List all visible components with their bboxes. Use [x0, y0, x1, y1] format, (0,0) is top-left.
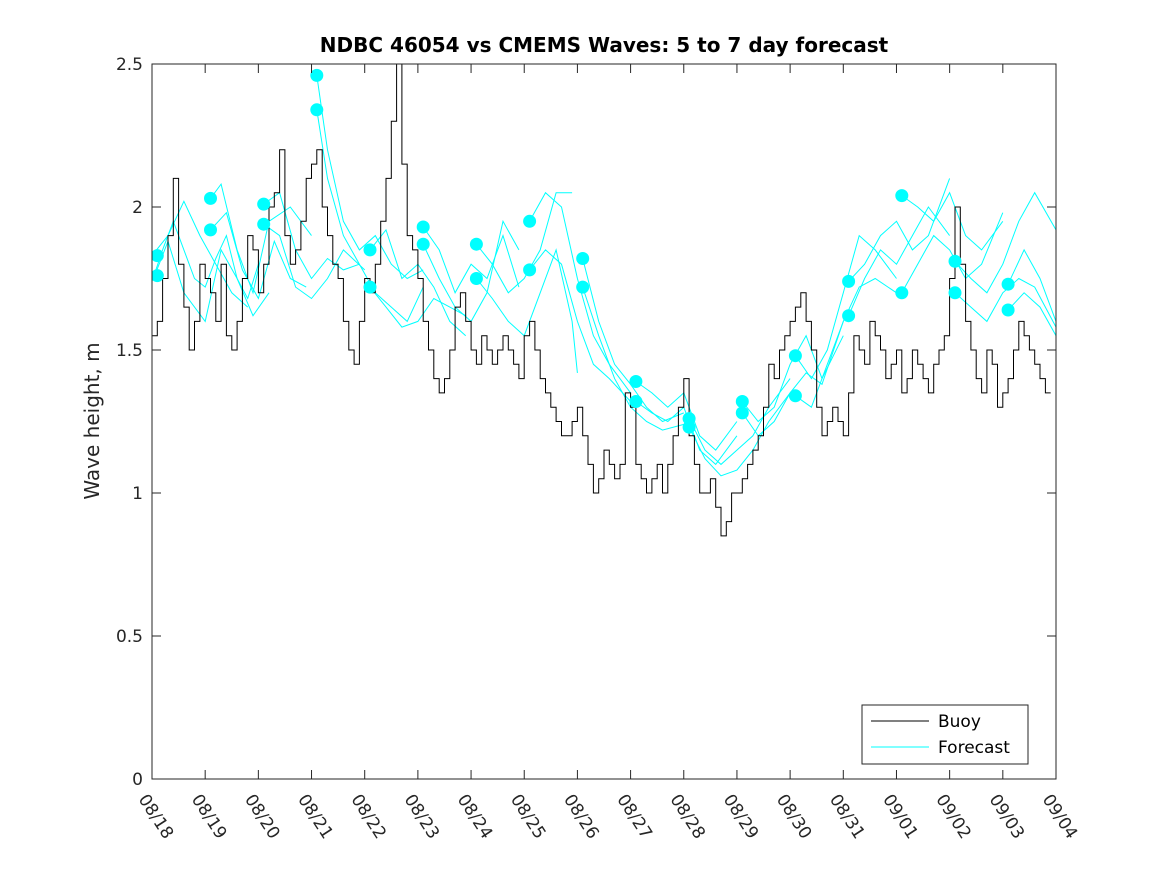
forecast-line-14: [476, 248, 578, 373]
y-tick-label-3: 1.5: [116, 341, 143, 361]
forecast-line-32: [954, 277, 1056, 328]
forecast-start-marker-7: [310, 103, 324, 117]
y-tick-label-0: 0: [132, 770, 143, 790]
forecast-line-31: [954, 191, 1056, 294]
forecast-line-22: [688, 392, 791, 477]
legend-buoy-label: Buoy: [938, 712, 981, 732]
forecast-start-marker-0: [152, 249, 164, 263]
forecast-line-11: [422, 226, 520, 294]
legend: Buoy Forecast: [861, 704, 1029, 765]
forecast-start-marker-12: [469, 237, 483, 251]
forecast-line-34: [1007, 292, 1056, 336]
plot-data-area: [152, 64, 1056, 537]
forecast-start-marker-28: [895, 189, 909, 203]
axes-box: [151, 63, 1057, 780]
forecast-start-marker-23: [735, 406, 749, 420]
y-tick-label-1: 0.5: [116, 627, 143, 647]
forecast-start-marker-16: [576, 252, 590, 265]
forecast-line-2: [154, 239, 270, 323]
forecast-start-marker-17: [576, 280, 590, 294]
y-tick-label-2: 1: [132, 484, 143, 504]
forecast-start-marker-32: [1001, 277, 1015, 291]
forecast-line-25: [794, 234, 897, 380]
forecast-start-marker-27: [842, 309, 856, 323]
forecast-start-marker-3: [204, 223, 217, 237]
forecast-start-marker-4: [257, 197, 271, 211]
forecast-line-16: [529, 249, 631, 402]
forecast-start-marker-31: [948, 286, 962, 300]
forecast-line-13: [476, 192, 573, 294]
forecast-start-marker-33: [1001, 303, 1015, 317]
forecast-start-marker-14: [523, 214, 537, 228]
chart-title: NDBC 46054 vs CMEMS Waves: 5 to 7 day fo…: [320, 33, 889, 57]
y-tick-label-5: 2.5: [116, 55, 143, 75]
forecast-start-marker-11: [416, 237, 430, 251]
forecast-start-marker-25: [788, 389, 802, 403]
forecast-start-marker-15: [523, 263, 537, 277]
buoy-line: [152, 64, 1051, 537]
forecast-start-marker-26: [842, 274, 856, 288]
forecast-start-marker-22: [735, 395, 749, 408]
forecast-start-marker-2: [204, 191, 217, 205]
y-tick-label-4: 2: [132, 198, 143, 218]
forecast-start-marker-13: [469, 272, 483, 285]
forecast-start-marker-10: [416, 220, 430, 234]
forecast-start-marker-5: [257, 217, 271, 231]
y-axis-label: Wave height, m: [80, 342, 104, 499]
forecast-start-marker-24: [788, 349, 802, 363]
legend-box: [861, 704, 1029, 765]
forecast-line-27: [848, 178, 951, 282]
forecast-start-marker-6: [310, 68, 324, 82]
forecast-line-3: [210, 182, 312, 295]
legend-forecast-label: Forecast: [938, 738, 1010, 758]
forecast-line-28: [848, 206, 951, 316]
forecast-line-26: [795, 277, 897, 408]
forecast-start-marker-30: [948, 254, 962, 268]
forecast-start-marker-1: [152, 269, 164, 283]
forecast-start-marker-18: [629, 375, 643, 388]
forecast-line-10: [369, 286, 466, 328]
forecast-start-marker-9: [363, 280, 377, 294]
forecast-line-33: [1007, 248, 1056, 322]
forecast-line-6: [263, 223, 366, 300]
forecast-start-marker-19: [629, 395, 643, 408]
forecast-line-30: [901, 212, 1004, 294]
forecast-line-4: [210, 211, 307, 300]
forecast-line-29: [901, 191, 1004, 251]
forecast-start-marker-29: [895, 286, 909, 300]
forecast-start-marker-8: [363, 243, 377, 257]
forecast-start-marker-21: [682, 420, 696, 434]
